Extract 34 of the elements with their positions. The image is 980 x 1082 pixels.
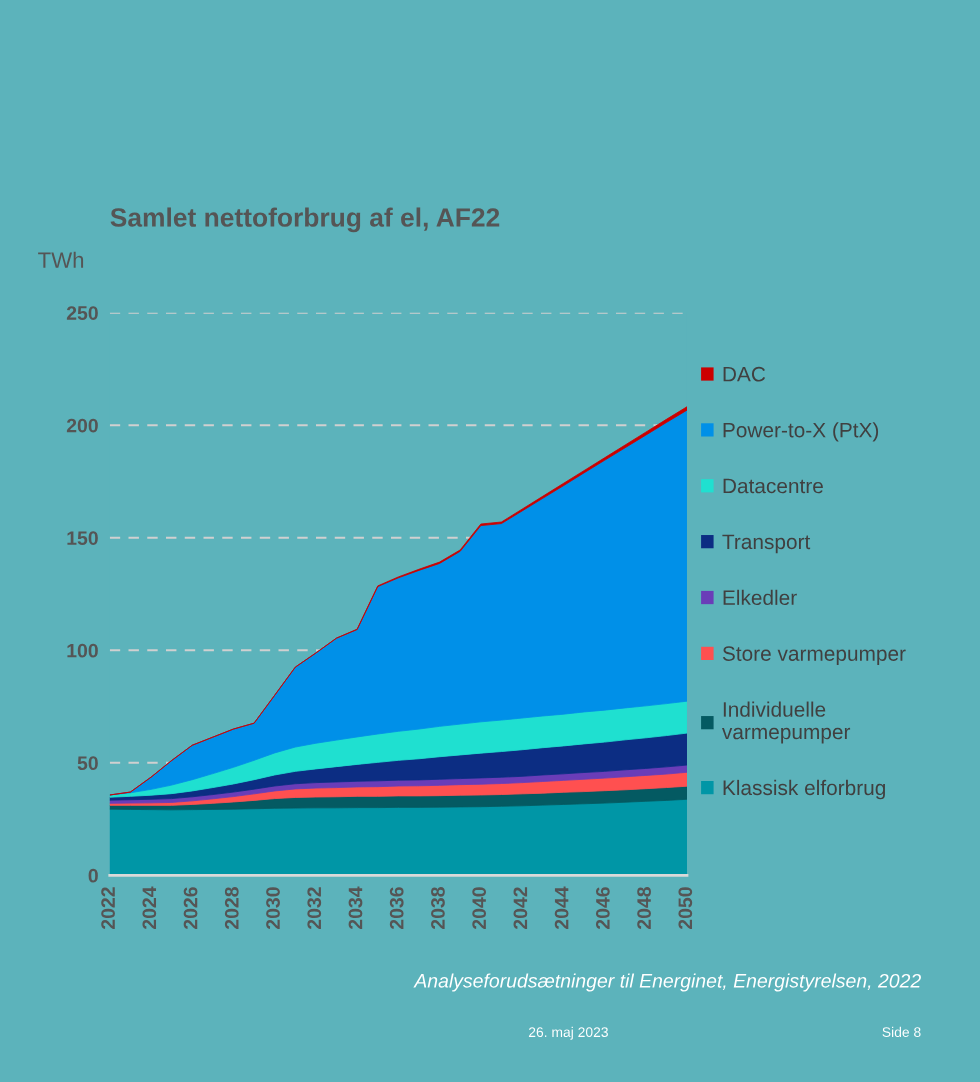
x-tick-label: 2032 — [307, 887, 322, 930]
legend-label: Power-to-X (PtX) — [723, 422, 879, 442]
legend-label: Datacentre — [723, 478, 823, 494]
x-tick-label: 2036 — [389, 887, 404, 930]
text: Side 8 — [882, 1026, 921, 1038]
x-tick-label: 2022 — [101, 887, 115, 930]
y-tick-label: 50 — [77, 756, 98, 771]
legend-label: Transport — [722, 534, 811, 554]
y-tick-label: 150 — [67, 531, 98, 545]
legend-label: Klassisk elforbrug — [723, 779, 885, 800]
y-tick-label: 250 — [66, 306, 98, 320]
chart-title: Samlet nettoforbrug af el, AF22 — [110, 207, 500, 233]
x-tick-label: 2024 — [142, 886, 157, 930]
y-tick-label: 200 — [66, 418, 98, 433]
legend-label: Elkedler — [723, 589, 797, 606]
x-tick-label: 2038 — [431, 887, 445, 930]
x-tick-label: 2026 — [183, 887, 198, 930]
x-tick-label: 2028 — [224, 887, 239, 930]
text: 26. maj 2023 — [528, 1026, 608, 1040]
x-tick-label: 2048 — [637, 887, 651, 930]
text: Analyseforudsætninger til Energinet, Energistyrelsen, 2022 — [413, 973, 921, 992]
legend-label: Store varmepumper — [722, 646, 906, 666]
x-tick-label: 2034 — [348, 886, 363, 930]
legend-label: Individuelle varmepumper — [721, 701, 851, 744]
x-tick-label: 2030 — [266, 887, 280, 930]
x-tick-label: 2046 — [595, 887, 610, 930]
x-tick-label: 2044 — [554, 886, 569, 930]
x-tick-label: 2042 — [513, 887, 528, 930]
x-tick-label: 2050 — [678, 887, 693, 930]
y-tick-label: 0 — [88, 868, 98, 883]
x-tick-label: 2040 — [472, 887, 487, 930]
y-tick-label: 100 — [67, 643, 98, 658]
y-axis-title: TWh — [38, 251, 84, 268]
legend-label: DAC — [723, 366, 766, 382]
